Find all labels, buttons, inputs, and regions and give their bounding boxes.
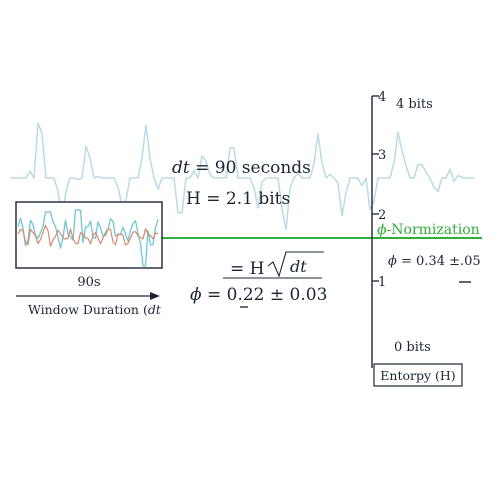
sqrt-icon <box>267 251 324 278</box>
window-duration-label: 90s <box>77 275 100 290</box>
axis-tick-label-3: 3 <box>378 148 386 163</box>
axis-title: Entorpy (H) <box>380 368 455 383</box>
formula-left: = H <box>230 259 264 279</box>
axis-title-box <box>373 363 463 387</box>
entropy-axis: 4 3 2 1 <box>371 90 386 368</box>
entropy-annotation: H = 2.1 bits <box>186 189 290 209</box>
window-signal-trace-secondary <box>17 224 159 247</box>
background-signal-trace <box>10 122 474 231</box>
normalization-label: ϕ-Normization <box>377 222 480 238</box>
arrowhead-icon <box>150 292 160 300</box>
phi-right-value: ϕ = 0.34 ±.05 <box>388 254 481 269</box>
window-axis-label: Window Duration (dt <box>28 302 162 317</box>
window-box-fill <box>16 202 162 268</box>
axis-bottom-label: 0 bits <box>394 340 431 355</box>
formula-radicand: dt <box>290 257 307 276</box>
phi-formula: = H dt ϕ = 0.22 ± 0.03 <box>190 251 327 308</box>
dt-annotation: dt = 90 seconds <box>172 158 311 178</box>
window-box <box>15 201 163 269</box>
window-signal-trace-primary <box>17 209 159 267</box>
axis-tick-label-1: 1 <box>378 275 386 290</box>
phi-left-value: ϕ = 0.22 ± 0.03 <box>190 285 327 305</box>
window-sample <box>15 201 163 269</box>
axis-top-label: 4 bits <box>396 97 433 112</box>
axis-tick-label-2: 2 <box>378 208 386 223</box>
axis-tick-label-4: 4 <box>378 90 386 105</box>
